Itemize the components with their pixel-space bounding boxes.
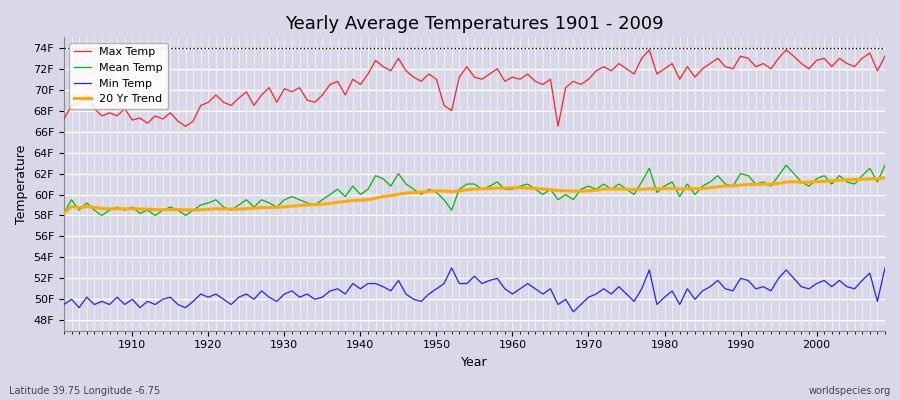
- Max Temp: [120, 106, 130, 111]
- 20 Yr Trend: [120, 206, 130, 211]
- 20 Yr Trend: [500, 186, 510, 190]
- Max Temp: [644, 48, 654, 52]
- 20 Yr Trend: [507, 185, 517, 190]
- Min Temp: [332, 286, 343, 291]
- 20 Yr Trend: [332, 200, 343, 205]
- X-axis label: Year: Year: [461, 356, 488, 369]
- Min Temp: [120, 302, 130, 307]
- Text: worldspecies.org: worldspecies.org: [809, 386, 891, 396]
- Line: Mean Temp: Mean Temp: [64, 165, 885, 216]
- Max Temp: [180, 124, 191, 129]
- Legend: Max Temp, Mean Temp, Min Temp, 20 Yr Trend: Max Temp, Mean Temp, Min Temp, 20 Yr Tre…: [69, 43, 167, 109]
- Mean Temp: [294, 197, 305, 202]
- Mean Temp: [340, 194, 351, 199]
- Min Temp: [568, 310, 579, 314]
- Min Temp: [286, 288, 297, 293]
- Line: Min Temp: Min Temp: [64, 268, 885, 312]
- Mean Temp: [96, 213, 107, 218]
- 20 Yr Trend: [286, 204, 297, 208]
- Min Temp: [614, 284, 625, 289]
- Line: 20 Yr Trend: 20 Yr Trend: [64, 178, 885, 213]
- 20 Yr Trend: [879, 175, 890, 180]
- Min Temp: [879, 266, 890, 270]
- Y-axis label: Temperature: Temperature: [15, 144, 28, 224]
- Min Temp: [515, 286, 526, 291]
- Mean Temp: [515, 184, 526, 188]
- Mean Temp: [58, 211, 69, 216]
- Max Temp: [515, 77, 526, 82]
- Min Temp: [507, 292, 517, 296]
- Max Temp: [340, 92, 351, 97]
- 20 Yr Trend: [598, 186, 609, 191]
- Title: Yearly Average Temperatures 1901 - 2009: Yearly Average Temperatures 1901 - 2009: [285, 15, 664, 33]
- 20 Yr Trend: [58, 211, 69, 216]
- Mean Temp: [781, 163, 792, 168]
- Max Temp: [606, 68, 616, 73]
- Text: Latitude 39.75 Longitude -6.75: Latitude 39.75 Longitude -6.75: [9, 386, 160, 396]
- Min Temp: [446, 266, 457, 270]
- Mean Temp: [127, 205, 138, 210]
- Line: Max Temp: Max Temp: [64, 50, 885, 126]
- Max Temp: [294, 85, 305, 90]
- Mean Temp: [606, 187, 616, 192]
- Max Temp: [879, 54, 890, 58]
- Max Temp: [507, 75, 517, 80]
- Mean Temp: [879, 163, 890, 168]
- Max Temp: [58, 117, 69, 122]
- Min Temp: [58, 302, 69, 307]
- Mean Temp: [507, 187, 517, 192]
